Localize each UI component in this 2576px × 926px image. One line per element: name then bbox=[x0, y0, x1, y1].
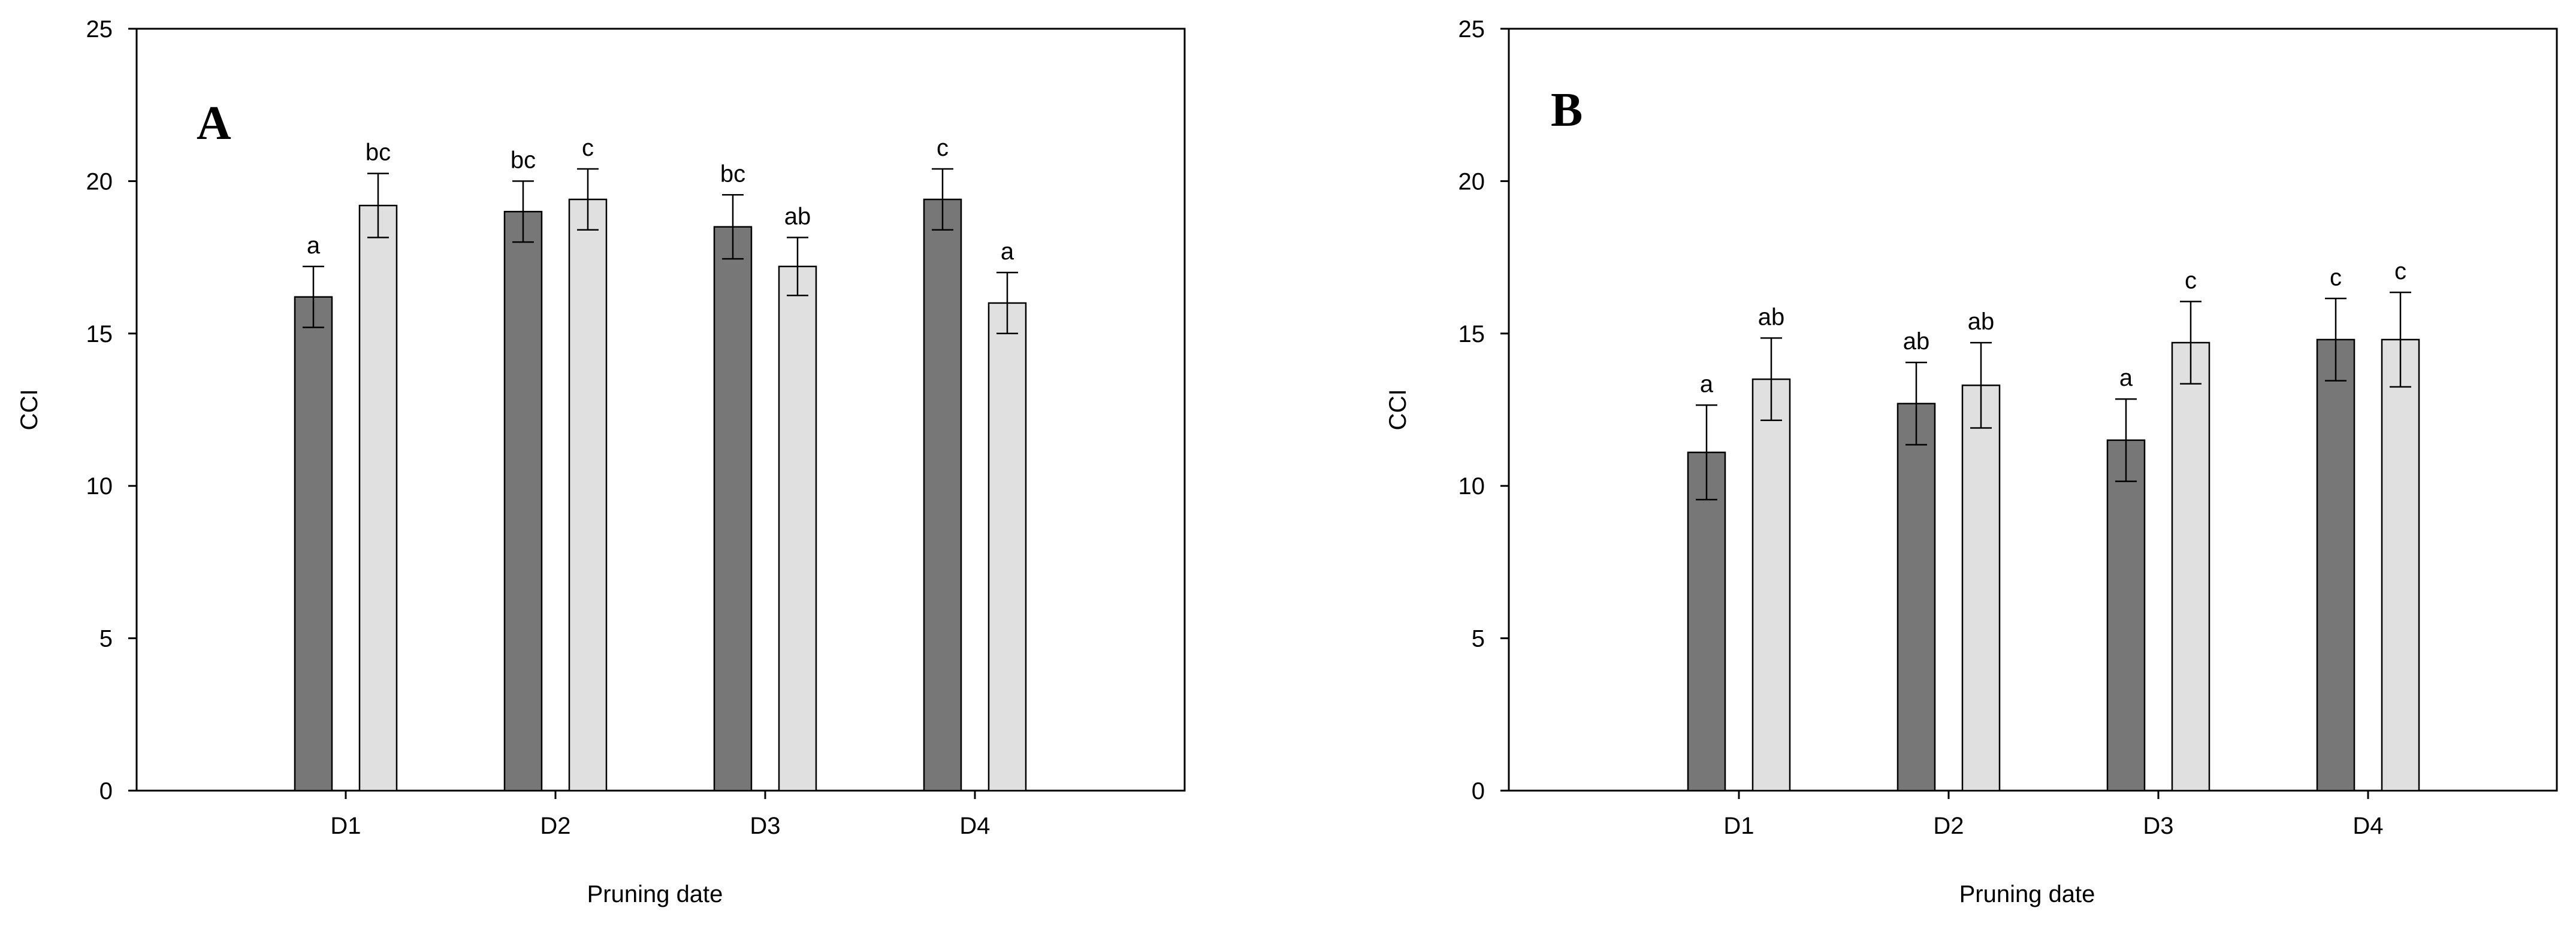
bar bbox=[2171, 341, 2210, 792]
x-tick-label: D4 bbox=[2352, 813, 2383, 839]
y-tick-label: 5 bbox=[1472, 626, 1485, 652]
x-tick-label: D3 bbox=[2143, 813, 2173, 839]
y-axis-title: CCI bbox=[16, 389, 43, 431]
x-tick-label: D1 bbox=[330, 813, 361, 839]
bar bbox=[2381, 338, 2420, 792]
y-tick-label: 15 bbox=[86, 321, 113, 347]
chart-marks-a: 0 5 10 15 20 25 D1 D2 D3 D4 a bc bc c bc c ab a bbox=[86, 16, 1027, 839]
significance-letter: ab bbox=[784, 204, 811, 230]
plot-frame bbox=[1508, 28, 2558, 792]
significance-letter: ab bbox=[1968, 308, 1995, 335]
significance-letter: a bbox=[1001, 238, 1014, 265]
x-axis-title: Pruning date bbox=[587, 881, 723, 907]
significance-letter: a bbox=[307, 232, 321, 259]
bar bbox=[503, 211, 543, 792]
x-tick-label: D2 bbox=[540, 813, 570, 839]
y-tick-label: 25 bbox=[1458, 16, 1485, 43]
chart-marks-b: 0 5 10 15 20 25 D1 D2 D3 D4 a ab a c ab ab c c bbox=[1458, 16, 2420, 839]
panel-label: A bbox=[197, 97, 231, 150]
y-tick-label: 20 bbox=[1458, 168, 1485, 195]
significance-letter: c bbox=[937, 135, 949, 161]
y-tick-label: 25 bbox=[86, 16, 113, 43]
significance-letter: bc bbox=[366, 140, 391, 166]
significance-letter: ab bbox=[1758, 304, 1785, 330]
bar bbox=[568, 198, 608, 792]
bar bbox=[2316, 338, 2355, 792]
y-tick-label: 10 bbox=[86, 473, 113, 500]
x-tick-label: D3 bbox=[750, 813, 780, 839]
significance-letter: a bbox=[1700, 371, 1714, 397]
bar bbox=[923, 198, 962, 792]
significance-letter: bc bbox=[511, 147, 536, 173]
significance-letter: c bbox=[2330, 264, 2342, 290]
significance-letter: ab bbox=[1903, 328, 1930, 355]
significance-letter: c bbox=[2394, 258, 2406, 285]
bar bbox=[358, 204, 398, 792]
bar bbox=[1896, 403, 1936, 792]
y-axis-title: CCI bbox=[1385, 389, 1411, 431]
y-tick-label: 5 bbox=[99, 626, 113, 652]
y-tick-label: 0 bbox=[99, 778, 113, 804]
x-tick-label: D4 bbox=[959, 813, 990, 839]
bar bbox=[987, 302, 1027, 792]
bar bbox=[778, 265, 817, 792]
significance-letter: a bbox=[2119, 365, 2133, 391]
x-axis-title: Pruning date bbox=[1959, 881, 2095, 907]
significance-letter: bc bbox=[720, 161, 745, 187]
bar bbox=[2106, 439, 2146, 792]
y-tick-label: 0 bbox=[1472, 778, 1485, 804]
bar bbox=[294, 296, 333, 792]
significance-letter: c bbox=[2185, 267, 2197, 293]
x-tick-label: D2 bbox=[1933, 813, 1964, 839]
bar bbox=[1961, 385, 2001, 792]
y-tick-label: 15 bbox=[1458, 321, 1485, 347]
bar bbox=[1751, 378, 1791, 792]
panel-label: B bbox=[1551, 84, 1583, 137]
y-tick-label: 20 bbox=[86, 168, 113, 195]
x-tick-label: D1 bbox=[1723, 813, 1754, 839]
significance-letter: c bbox=[582, 135, 594, 161]
y-tick-label: 10 bbox=[1458, 473, 1485, 500]
chart-panel-b: B CCI Pruning date 0 5 10 15 20 25 D1 D2 D3 D4 a ab… bbox=[1385, 16, 2558, 907]
plot-frame bbox=[135, 28, 1186, 792]
bar bbox=[713, 226, 753, 792]
bar bbox=[1687, 451, 1726, 792]
